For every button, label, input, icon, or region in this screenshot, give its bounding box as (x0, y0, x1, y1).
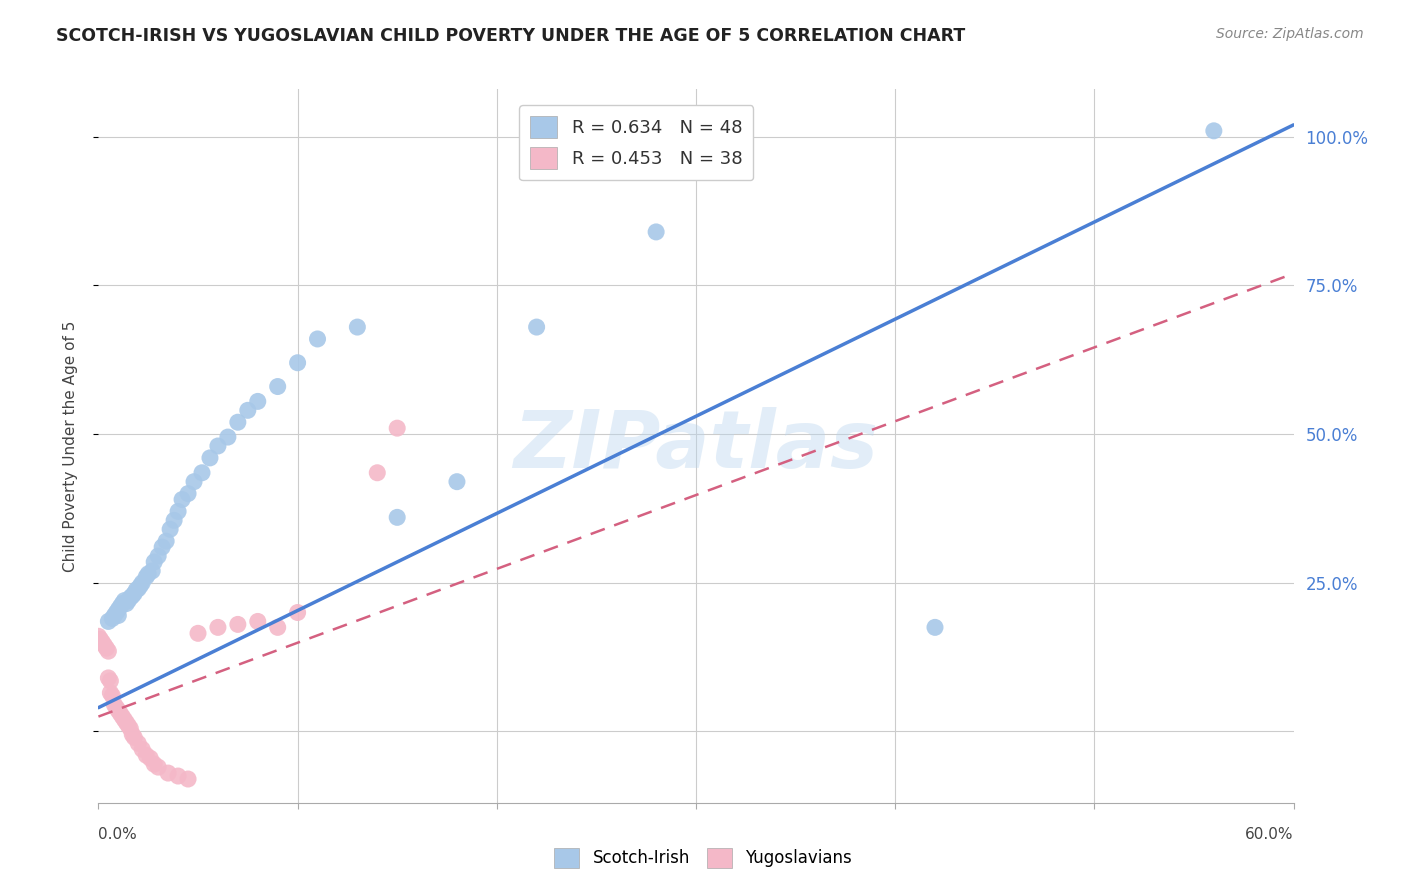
Point (167, 769, 190, 783)
Point (127, 736, 149, 750)
Point (159, 522, 181, 536)
Point (267, 379, 290, 393)
Point (148, 760, 170, 774)
Point (96, 641, 118, 656)
Point (105, 700, 128, 714)
Point (115, 715, 138, 730)
Point (246, 394, 269, 409)
Point (1202, 124, 1225, 138)
Point (143, 757, 166, 772)
Point (93, 638, 115, 652)
Text: Source: ZipAtlas.com: Source: ZipAtlas.com (1216, 27, 1364, 41)
Point (136, 566, 159, 581)
Point (117, 718, 139, 732)
Point (120, 591, 142, 605)
Text: ZIPatlas: ZIPatlas (513, 407, 879, 485)
Point (207, 620, 229, 634)
Point (111, 597, 134, 611)
Point (139, 751, 162, 765)
Point (167, 504, 190, 518)
Point (226, 415, 249, 429)
Point (120, 722, 142, 736)
Point (366, 466, 388, 480)
Point (112, 593, 135, 607)
Point (97, 644, 120, 658)
Point (172, 492, 194, 507)
Point (141, 564, 163, 578)
Point (97, 671, 120, 685)
Y-axis label: Child Poverty Under the Age of 5: Child Poverty Under the Age of 5 (63, 320, 77, 572)
Point (110, 599, 132, 614)
Point (89, 632, 111, 647)
Point (163, 513, 186, 527)
Point (924, 620, 946, 634)
Point (187, 626, 209, 640)
Point (177, 486, 200, 500)
Legend: R = 0.634   N = 48, R = 0.453   N = 38: R = 0.634 N = 48, R = 0.453 N = 38 (519, 105, 754, 180)
Point (127, 582, 149, 596)
Point (103, 608, 125, 623)
Point (246, 615, 269, 629)
Point (385, 510, 409, 524)
Point (124, 731, 146, 745)
Point (129, 579, 152, 593)
Point (112, 713, 135, 727)
Point (117, 593, 139, 607)
Point (107, 608, 129, 623)
Point (226, 617, 249, 632)
Point (135, 570, 157, 584)
Point (148, 549, 170, 563)
Point (101, 689, 124, 703)
Point (121, 589, 143, 603)
Text: 60.0%: 60.0% (1246, 827, 1294, 841)
Point (346, 320, 368, 334)
Point (87, 629, 110, 643)
Point (150, 540, 173, 554)
Point (526, 320, 548, 334)
Point (385, 421, 409, 435)
Point (131, 742, 153, 756)
Point (267, 620, 290, 634)
Point (287, 606, 309, 620)
Point (198, 450, 221, 465)
Point (107, 602, 129, 616)
Point (155, 534, 177, 549)
Point (207, 439, 229, 453)
Point (91, 635, 114, 649)
Point (143, 555, 166, 569)
Text: SCOTCH-IRISH VS YUGOSLAVIAN CHILD POVERTY UNDER THE AGE OF 5 CORRELATION CHART: SCOTCH-IRISH VS YUGOSLAVIAN CHILD POVERT… (56, 27, 966, 45)
Point (124, 586, 146, 600)
Point (121, 727, 143, 741)
Text: 0.0%: 0.0% (98, 827, 138, 841)
Point (100, 673, 122, 688)
Point (103, 698, 125, 712)
Point (191, 466, 214, 480)
Point (307, 332, 329, 346)
Legend: Scotch-Irish, Yugoslavians: Scotch-Irish, Yugoslavians (547, 841, 859, 875)
Point (183, 475, 205, 489)
Point (446, 475, 468, 489)
Point (645, 225, 668, 239)
Point (101, 611, 124, 625)
Point (177, 772, 200, 786)
Point (217, 430, 239, 444)
Point (125, 582, 148, 597)
Point (157, 766, 180, 780)
Point (236, 403, 259, 417)
Point (131, 575, 153, 590)
Point (107, 704, 129, 718)
Point (100, 686, 122, 700)
Point (115, 597, 138, 611)
Point (105, 606, 128, 620)
Point (111, 709, 134, 723)
Point (110, 706, 132, 721)
Point (135, 748, 157, 763)
Point (97, 615, 120, 629)
Point (287, 356, 309, 370)
